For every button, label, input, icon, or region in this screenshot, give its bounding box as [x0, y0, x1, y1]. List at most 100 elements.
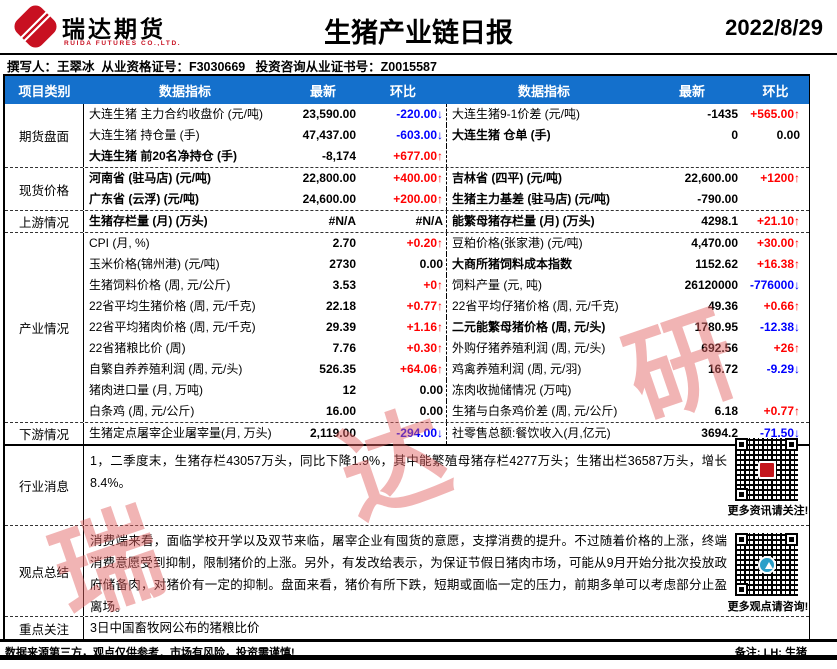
report-table: 项目类别 数据指标 最新 环比 数据指标 最新 环比 期货盘面 大连生猪 主力合约… [3, 74, 810, 640]
indicator-label: 生猪饲料价格 (周, 元/公斤) [89, 278, 231, 292]
change-value [742, 146, 809, 167]
change-value: +30.00↑ [756, 236, 800, 250]
indicator-label: 大连生猪9-1价差 (元/吨) [446, 104, 642, 125]
change-value: +0.77↑ [406, 299, 443, 313]
focus-section: 重点关注 3日中国畜牧网公布的猪粮比价 [5, 617, 809, 640]
change-value: +0.66↑ [763, 299, 800, 313]
indicator-label: 河南省 (驻马店) (元/吨) [89, 171, 211, 185]
change-value: +0.20↑ [406, 236, 443, 250]
indicator-label: 22省猪粮比价 (周) [89, 341, 186, 355]
column-header-indicator-right: 数据指标 [517, 83, 570, 99]
indicator-label: 大连生猪 仓单 (手) [446, 125, 642, 146]
indicator-label: 吉林省 (四平) (元/吨) [446, 168, 642, 189]
qr-finder-icon [735, 488, 748, 501]
table-header-row: 项目类别 数据指标 最新 环比 数据指标 最新 环比 [5, 76, 809, 104]
table-section: 期货盘面 大连生猪 主力合约收盘价 (元/吨) 23,590.00 -220.00↓ 大… [5, 104, 809, 168]
change-value: +21.10↑ [756, 214, 800, 228]
latest-value: 16.00 [325, 404, 356, 418]
qr-finder-icon [735, 533, 748, 546]
indicator-label: 大商所猪饲料成本指数 [446, 254, 642, 275]
report-date: 2022/8/29 [725, 15, 823, 40]
latest-value [642, 146, 742, 167]
latest-value: 526.35 [319, 362, 356, 376]
latest-value: 26120000 [684, 278, 738, 292]
summary-qr-caption: 更多观点请咨询! [727, 601, 809, 613]
latest-value: -790.00 [697, 192, 738, 206]
change-value: -12.38↓ [759, 320, 800, 334]
change-value: #N/A [415, 214, 443, 228]
indicator-label: 饲料产量 (元, 吨) [446, 275, 642, 296]
change-value: -294.00↓ [396, 426, 443, 440]
change-value: +1.16↑ [406, 320, 443, 334]
change-value: +0.77↑ [763, 404, 800, 418]
latest-value: 22.18 [325, 299, 356, 313]
latest-value: 692.56 [701, 341, 738, 355]
change-value: +1200↑ [760, 171, 800, 185]
indicator-label: 外购仔猪养殖利润 (周, 元/头) [446, 338, 642, 359]
indicator-label: 玉米价格(锦州港) (元/吨) [89, 257, 220, 271]
change-value: 0.00 [419, 383, 443, 397]
category-label: 上游情况 [5, 211, 84, 232]
indicator-label: 大连生猪 前20名净持仓 (手) [89, 149, 238, 163]
latest-value: 7.76 [332, 341, 356, 355]
indicator-label: 生猪定点屠宰企业屠宰量(月, 万头) [89, 426, 272, 440]
indicator-label [446, 146, 642, 167]
table-section: 产业情况 CPI (月, %) 2.70 +0.20↑ 豆粕价格(张家港) (元/吨) 4… [5, 233, 809, 423]
change-value: 0.00 [419, 257, 443, 271]
change-value: +677.00↑ [393, 149, 443, 163]
change-value: +200.00↑ [393, 192, 443, 206]
table-section: 上游情况 生猪存栏量 (月) (万头) #N/A #N/A 能繁母猪存栏量 (月) (万… [5, 211, 809, 233]
category-label: 下游情况 [5, 423, 84, 444]
indicator-label: 广东省 (云浮) (元/吨) [89, 192, 199, 206]
indicator-label: 能繁母猪存栏量 (月) (万头) [446, 211, 642, 232]
latest-value: 2.70 [332, 236, 356, 250]
change-value: +16.38↑ [756, 257, 800, 271]
latest-value: 12 [342, 383, 356, 397]
bottom-bar [0, 655, 837, 660]
change-value: -71.50↓ [759, 426, 800, 440]
indicator-label: 生猪与白条鸡价差 (周, 元/公斤) [446, 401, 642, 422]
latest-value: 4,470.00 [691, 236, 738, 250]
category-label: 产业情况 [5, 233, 84, 422]
indicator-label: 鸡禽养殖利润 (周, 元/羽) [446, 359, 642, 380]
indicator-label: 生猪存栏量 (月) (万头) [89, 214, 208, 228]
change-value: 0.00 [419, 404, 443, 418]
latest-value: 3.53 [332, 278, 356, 292]
header-divider [0, 53, 837, 55]
summary-text: 消费端来看，面临学校开学以及双节来临，屠宰企业有囤货的意愿，支撑消费的提升。不过… [90, 534, 727, 614]
category-label: 现货价格 [5, 168, 84, 210]
column-header-latest-right: 最新 [678, 83, 705, 99]
table-section: 下游情况 生猪定点屠宰企业屠宰量(月, 万头) 2,119.00 -294.00↓ 社零… [5, 423, 809, 444]
category-label: 期货盘面 [5, 104, 84, 167]
indicator-label: 豆粕价格(张家港) (元/吨) [446, 233, 642, 254]
latest-value: -8,174 [321, 149, 356, 163]
qr-finder-icon [735, 438, 748, 451]
change-value: +26↑ [773, 341, 800, 355]
focus-text: 3日中国畜牧网公布的猪粮比价 [90, 621, 260, 635]
indicator-label: 22省平均生猪价格 (周, 元/千克) [89, 299, 256, 313]
column-header-change-right: 环比 [762, 83, 789, 99]
latest-value: 4298.1 [701, 214, 738, 228]
table-section: 现货价格 河南省 (驻马店) (元/吨) 22,800.00 +400.00↑ 吉林省 … [5, 168, 809, 211]
consult-qr-logo-icon [757, 555, 776, 574]
latest-value: 22,800.00 [302, 171, 356, 185]
news-qr-code [735, 438, 798, 501]
indicator-label: 22省平均仔猪价格 (周, 元/千克) [446, 296, 642, 317]
latest-value: 49.36 [707, 299, 738, 313]
report-title: 生猪产业链日报 [324, 18, 513, 48]
change-value: -220.00↓ [396, 107, 443, 121]
latest-value: #N/A [328, 214, 356, 228]
change-value: +64.06↑ [399, 362, 443, 376]
table-body: 期货盘面 大连生猪 主力合约收盘价 (元/吨) 23,590.00 -220.00↓ 大… [5, 104, 809, 444]
change-value: -603.00↓ [396, 128, 443, 142]
news-qr-caption: 更多资讯请关注! [727, 505, 809, 517]
indicator-label: 自繁自养养殖利润 (周, 元/头) [89, 362, 243, 376]
indicator-label: 大连生猪 主力合约收盘价 (元/吨) [89, 107, 263, 121]
footer-divider [0, 639, 837, 642]
latest-value: 3694.2 [701, 426, 738, 440]
author-byline: 撰写人：王翠冰 从业资格证号：F3030669 投资咨询从业证书号：Z00155… [7, 60, 437, 74]
change-value: +0.30↑ [406, 341, 443, 355]
summary-section: 观点总结 消费端来看，面临学校开学以及双节来临，屠宰企业有囤货的意愿，支撑消费的… [5, 526, 809, 617]
summary-qr-code [735, 533, 798, 596]
